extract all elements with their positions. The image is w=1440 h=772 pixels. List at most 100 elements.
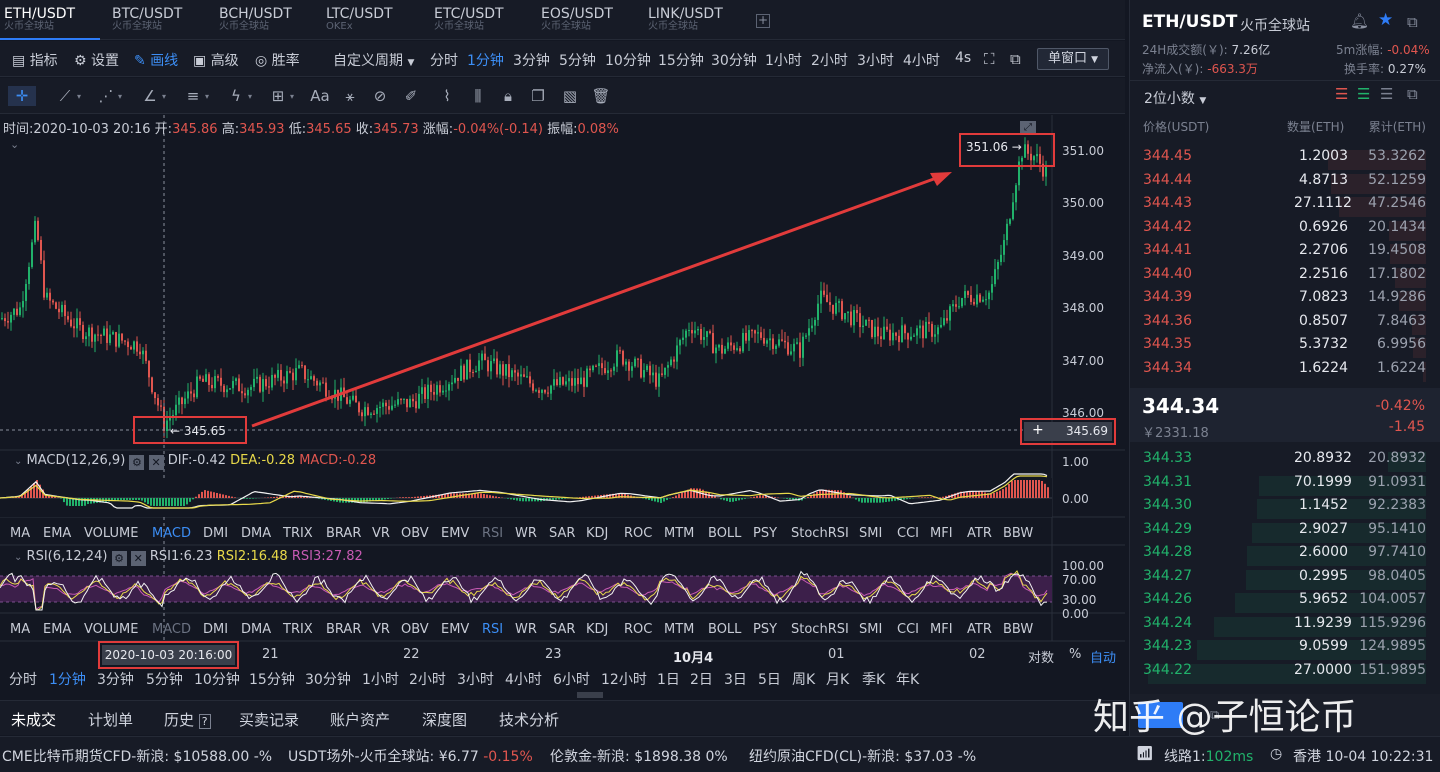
trendline-tool-icon[interactable]: ⟋ ▾ <box>59 87 82 105</box>
indicator-atr[interactable]: ATR <box>967 622 992 637</box>
indicator-smi[interactable]: SMI <box>859 526 883 541</box>
bid-row[interactable]: 344.23 9.0599 124.9895 <box>1142 638 1426 662</box>
ask-row[interactable]: 344.42 0.6926 20.1434 <box>1142 219 1426 243</box>
period-bottom-item[interactable]: 季K <box>862 672 886 688</box>
indicator-bbw[interactable]: BBW <box>1003 526 1034 541</box>
indicator-ema[interactable]: EMA <box>43 526 72 541</box>
popout-icon[interactable]: ⧉ <box>1010 50 1021 68</box>
bell-icon[interactable]: 🔔︎ <box>1350 12 1370 30</box>
period-bottom-item[interactable]: 分时 <box>9 672 37 688</box>
indicator-rsi[interactable]: RSI <box>482 526 504 541</box>
indicator-cci[interactable]: CCI <box>897 526 919 541</box>
indicator-mtm[interactable]: MTM <box>664 622 695 637</box>
add-tab-button[interactable]: + <box>756 13 770 28</box>
period-bottom-item[interactable]: 周K <box>792 672 816 688</box>
collapse-chevron-icon[interactable]: ⌄ <box>14 552 23 563</box>
symbol-tab-etc[interactable]: ETC/USDT 火币全球站 <box>430 0 530 40</box>
indicator-sar[interactable]: SAR <box>549 526 576 541</box>
view-both-icon[interactable]: ☰ <box>1335 85 1349 103</box>
indicator-volume[interactable]: VOLUME <box>84 526 139 541</box>
period-10m[interactable]: 10分钟 <box>605 53 651 69</box>
period-timeshare[interactable]: 分时 <box>430 53 458 69</box>
decimals-dropdown[interactable]: 2位小数 ▼ <box>1144 88 1206 108</box>
indicator-mfi[interactable]: MFI <box>930 526 953 541</box>
indicator-mfi[interactable]: MFI <box>930 622 953 637</box>
ask-row[interactable]: 344.41 2.2706 19.4508 <box>1142 242 1426 266</box>
view-asks-icon[interactable]: ☰ <box>1380 85 1394 103</box>
bid-row[interactable]: 344.27 0.2995 98.0405 <box>1142 568 1426 592</box>
period-5m[interactable]: 5分钟 <box>559 53 596 69</box>
tab-depth-chart[interactable]: 深度图 <box>422 711 468 729</box>
winrate-button[interactable]: ◎ 胜率 <box>255 50 300 70</box>
period-1h[interactable]: 1小时 <box>765 53 802 69</box>
connection-status[interactable]: 线路1:102ms <box>1164 746 1253 766</box>
symbol-tab-link[interactable]: LINK/USDT 火币全球站 <box>644 0 744 40</box>
bid-row[interactable]: 344.22 27.0000 151.9895 <box>1142 662 1426 686</box>
tab-trade-records[interactable]: 买卖记录 <box>239 711 300 729</box>
kline-chart[interactable] <box>0 115 1125 670</box>
indicator-psy[interactable]: PSY <box>753 526 778 541</box>
indicator-stochrsi[interactable]: StochRSI <box>791 622 849 637</box>
indicator-boll[interactable]: BOLL <box>708 526 742 541</box>
normal-order-button[interactable] <box>1138 702 1183 728</box>
period-bottom-item[interactable]: 15分钟 <box>249 672 295 688</box>
advanced-button[interactable]: ▣ 高级 <box>193 50 239 70</box>
period-1m[interactable]: 1分钟 <box>467 53 504 69</box>
log-scale-toggle[interactable]: 对数 <box>1028 651 1055 666</box>
indicator-ma[interactable]: MA <box>10 622 31 637</box>
ask-row[interactable]: 344.43 27.1112 47.2546 <box>1142 195 1426 219</box>
period-bottom-item[interactable]: 3小时 <box>457 672 494 688</box>
bid-row[interactable]: 344.33 20.8932 20.8932 <box>1142 450 1426 474</box>
period-4s[interactable]: 4s <box>955 50 972 66</box>
magnet-tool-icon[interactable]: ⊘ <box>373 87 387 105</box>
period-bottom-item[interactable]: 年K <box>896 672 920 688</box>
indicator-dma[interactable]: DMA <box>241 526 272 541</box>
trash-tool-icon[interactable]: 🗑︎ <box>591 87 611 105</box>
indicator-rsi[interactable]: RSI <box>482 622 504 637</box>
period-30m[interactable]: 30分钟 <box>711 53 757 69</box>
indicator-vr[interactable]: VR <box>372 526 390 541</box>
collapse-chevron-icon[interactable]: ⌄ <box>14 456 23 467</box>
fullscreen-icon[interactable]: ⛶ <box>984 50 995 68</box>
ticker-item[interactable]: CME比特币期货CFD-新浪: $10588.00 -% <box>2 746 272 766</box>
candles-tool-icon[interactable]: ⫼ <box>474 87 482 105</box>
path-tool-icon[interactable]: ⌇ <box>443 87 451 105</box>
multi-line-tool-icon[interactable]: ⋰ ▾ <box>98 87 123 105</box>
period-bottom-item[interactable]: 30分钟 <box>305 672 351 688</box>
bid-row[interactable]: 344.28 2.6000 97.7410 <box>1142 544 1426 568</box>
pattern-tool-icon[interactable]: ⚹ <box>345 87 355 105</box>
period-bottom-item[interactable]: 6小时 <box>553 672 590 688</box>
expand-pane-icon[interactable]: ⤢ <box>1020 121 1036 135</box>
plus-icon[interactable]: + <box>1032 422 1044 438</box>
period-bottom-item[interactable]: 4小时 <box>505 672 542 688</box>
angle-tool-icon[interactable]: ∠ ▾ <box>143 87 167 105</box>
tab-tech-analysis[interactable]: 技术分析 <box>499 711 560 729</box>
bid-row[interactable]: 344.29 2.9027 95.1410 <box>1142 521 1426 545</box>
indicator-cci[interactable]: CCI <box>897 622 919 637</box>
indicator-emv[interactable]: EMV <box>441 622 470 637</box>
hide-tool-icon[interactable]: ▧ <box>562 87 578 105</box>
indicator-dma[interactable]: DMA <box>241 622 272 637</box>
symbol-tab-eos[interactable]: EOS/USDT 火币全球站 <box>537 0 637 40</box>
ask-row[interactable]: 344.44 4.8713 52.1259 <box>1142 172 1426 196</box>
ask-row[interactable]: 344.34 1.6224 1.6224 <box>1142 360 1426 384</box>
bid-row[interactable]: 344.26 5.9652 104.0057 <box>1142 591 1426 615</box>
symbol-tab-btc[interactable]: BTC/USDT 火币全球站 <box>108 0 208 40</box>
symbol-tab-eth[interactable]: ETH/USDT 火币全球站 <box>0 0 100 40</box>
collapse-chevron-icon[interactable]: ⌄ <box>10 138 20 151</box>
measure-tool-icon[interactable]: ⊞ ▾ <box>271 87 295 105</box>
indicator-trix[interactable]: TRIX <box>283 622 313 637</box>
copy-tool-icon[interactable]: ❐ <box>531 87 545 105</box>
indicator-boll[interactable]: BOLL <box>708 622 742 637</box>
gear-icon[interactable]: ⚙ <box>111 551 127 566</box>
tab-plan-orders[interactable]: 计划单 <box>88 711 134 729</box>
ask-row[interactable]: 344.36 0.8507 7.8463 <box>1142 313 1426 337</box>
symbol-tab-bch[interactable]: BCH/USDT 火币全球站 <box>215 0 315 40</box>
settings-button[interactable]: ⚙ 设置 <box>74 50 119 70</box>
indicator-ema[interactable]: EMA <box>43 622 72 637</box>
wave-tool-icon[interactable]: ϟ ▾ <box>231 87 253 105</box>
indicator-kdj[interactable]: KDJ <box>586 622 609 637</box>
close-icon[interactable]: ✕ <box>148 455 164 470</box>
view-bids-icon[interactable]: ☰ <box>1357 85 1371 103</box>
close-icon[interactable]: ✕ <box>130 551 146 566</box>
